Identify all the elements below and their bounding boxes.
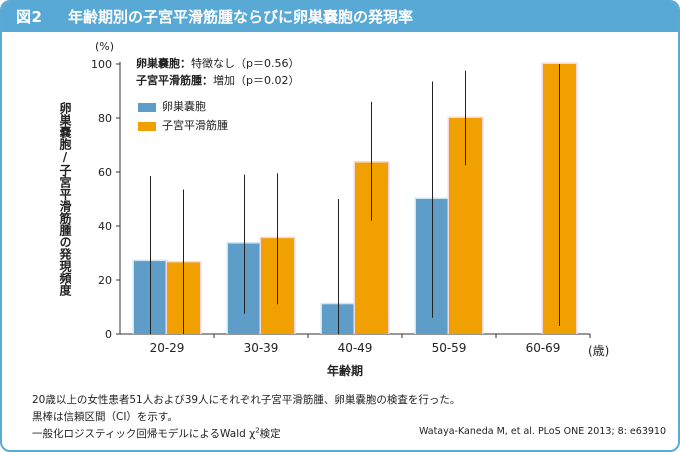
footnote-1: 20歳以上の女性患者51人および39人にそれぞれ子宮平滑筋腫、卵巣嚢胞の検査を行… — [32, 394, 461, 406]
footnote-2: 黒棒は信頼区間（CI）を示す。 — [32, 411, 178, 423]
y-tick-label: 0 — [105, 328, 112, 341]
stat-ovarian-value: 特徴なし（p＝0.56） — [191, 57, 300, 70]
x-tick-label: 20-29 — [150, 341, 185, 355]
legend-label-uterine: 子宮平滑筋腫 — [162, 119, 228, 132]
figure-title: 年齢期別の子宮平滑筋腫ならびに卵巣嚢胞の発現率 — [68, 8, 414, 26]
y-tick-label: 20 — [98, 274, 112, 287]
y-tick-label: 60 — [98, 166, 112, 179]
figure-number: 図2 — [16, 8, 43, 26]
figure-header: 図2 年齢期別の子宮平滑筋腫ならびに卵巣嚢胞の発現率 — [2, 2, 678, 32]
y-tick-label: 40 — [98, 220, 112, 233]
footnote-3-sup: 2 — [255, 426, 260, 435]
stat-uterine-name: 子宮平滑筋腫 — [136, 74, 202, 87]
citation: Wataya-Kaneda M, et al. PLoS ONE 2013; 8… — [418, 426, 666, 437]
footnote-3-text: 一般化ロジスティック回帰モデルによるWald χ — [32, 428, 256, 440]
y-axis-unit: (%) — [95, 40, 115, 53]
y-tick-label: 100 — [91, 58, 112, 71]
x-axis-label: 年齢期 — [326, 364, 363, 378]
x-axis-unit: (歳) — [588, 344, 610, 358]
y-axis-label: 卵巣嚢胞/子宮平滑筋腫の発現頻度 — [58, 102, 72, 296]
footnote-3: 一般化ロジスティック回帰モデルによるWald χ2検定 — [32, 426, 281, 441]
legend-item-uterine: 子宮平滑筋腫 — [138, 117, 228, 133]
x-tick-label: 30-39 — [244, 341, 279, 355]
stat-ovarian-name: 卵巣嚢胞 — [136, 57, 180, 70]
legend-item-ovarian: 卵巣嚢胞 — [138, 98, 206, 114]
legend-swatch-ovarian — [138, 102, 156, 112]
legend-label-ovarian: 卵巣嚢胞 — [162, 100, 206, 113]
y-tick-label: 80 — [98, 112, 112, 125]
x-tick-label: 50-59 — [432, 341, 467, 355]
stat-uterine: 子宮平滑筋腫：増加（p＝0.02） — [136, 74, 300, 87]
footnote-3-end: 検定 — [259, 428, 281, 440]
stat-ovarian: 卵巣嚢胞：特徴なし（p＝0.56） — [136, 57, 300, 70]
stat-uterine-value: 増加（p＝0.02） — [213, 74, 300, 87]
x-tick-label: 40-49 — [338, 341, 373, 355]
x-tick-label: 60-69 — [526, 341, 561, 355]
legend-swatch-uterine — [138, 121, 156, 131]
